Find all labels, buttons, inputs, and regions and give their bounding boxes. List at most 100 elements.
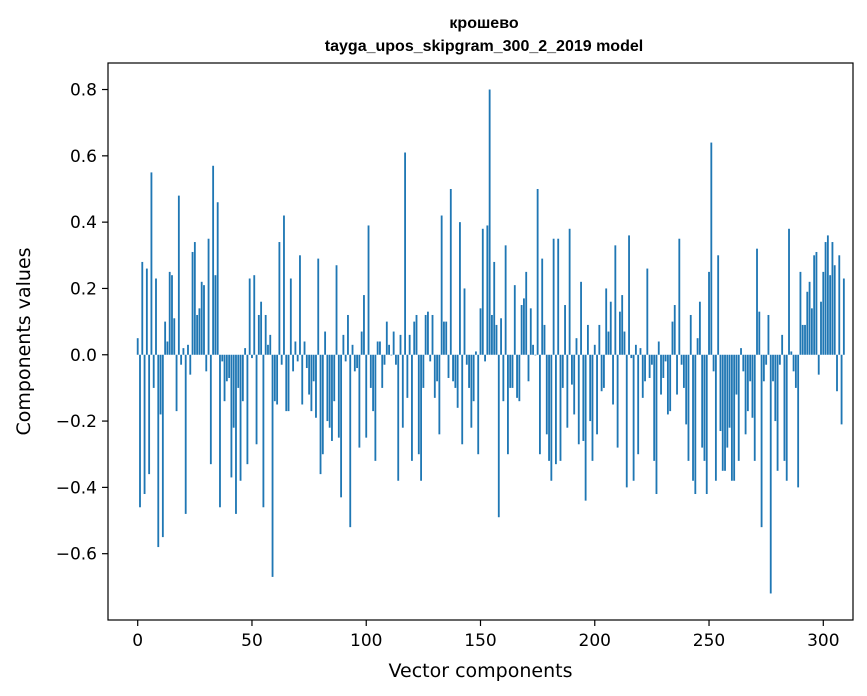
bar-38 [223,354,226,402]
bar-165 [513,285,516,355]
bar-111 [390,354,393,356]
bar-71 [299,255,301,355]
bar-55 [262,354,265,508]
bar-257 [724,354,726,471]
bar-26 [196,314,199,355]
x-tick-label: 200 [579,631,611,651]
bar-169 [523,298,525,355]
bar-118 [406,354,409,398]
bar-237 [678,238,681,355]
bar-309 [842,278,845,355]
bar-139 [454,354,457,388]
bar-17 [175,354,178,412]
bar-230 [662,354,665,378]
bar-249 [705,354,708,495]
bar-209 [614,245,617,355]
bar-153 [486,225,489,355]
bar-168 [520,305,523,355]
bar-179 [545,354,548,435]
bar-282 [781,334,784,355]
bar-125 [422,354,425,388]
y-axis-ticks: −0.6 −0.4 −0.2 0.0 0.2 0.4 0.6 0.8 [56,81,108,565]
bar-260 [730,354,733,481]
bar-193 [577,354,580,445]
bar-105 [376,341,379,355]
bar-132 [438,354,441,435]
bar-116 [401,354,404,428]
bar-99 [363,295,365,355]
bar-182 [552,238,555,355]
bar-228 [657,341,660,355]
bar-94 [351,344,354,355]
bar-104 [374,354,377,461]
bar-198 [589,354,592,422]
bar-62 [278,242,281,355]
bar-52 [255,354,258,445]
bar-45 [239,354,242,481]
bars-group [136,89,845,594]
bar-142 [461,354,464,445]
bar-5 [148,354,151,475]
bar-110 [388,344,390,355]
bar-288 [794,354,797,388]
bar-66 [287,354,290,412]
bar-205 [605,288,608,355]
bar-120 [411,354,413,461]
bar-184 [557,238,560,355]
bar-72 [301,354,304,405]
bar-215 [628,235,630,355]
bar-101 [367,225,370,355]
bar-24 [191,251,194,355]
bar-56 [264,314,267,355]
bar-154 [488,89,491,355]
x-axis-ticks: 0 50 100 150 200 250 300 [132,620,840,651]
bar-203 [600,354,603,392]
bar-295 [810,308,813,355]
bar-233 [669,354,672,412]
bar-148 [475,351,477,355]
bar-210 [616,354,619,448]
bar-20 [182,348,185,355]
bar-290 [799,271,802,355]
bar-77 [312,354,315,382]
y-tick-label: 0.6 [70,147,97,167]
bar-283 [783,354,786,461]
bar-86 [333,354,336,402]
bar-256 [721,354,724,471]
bar-306 [836,354,838,392]
bar-206 [607,331,610,355]
bar-35 [216,202,219,355]
bar-188 [566,354,569,428]
bar-80 [319,354,322,475]
bar-83 [326,354,329,422]
plot-frame [107,62,854,621]
bar-302 [826,235,829,355]
bar-190 [571,354,573,385]
bar-267 [746,354,749,412]
bar-242 [689,314,692,355]
bar-81 [321,354,324,455]
bar-107 [381,354,384,388]
bar-234 [671,321,674,355]
bar-235 [673,305,676,355]
bar-252 [712,354,715,372]
bar-240 [685,354,688,425]
bar-261 [733,354,736,481]
bar-103 [372,354,375,412]
bar-127 [427,311,429,355]
bar-186 [561,354,564,388]
bar-272 [758,311,761,355]
bar-61 [276,354,279,405]
bar-214 [625,354,628,488]
bar-69 [294,341,297,355]
bar-129 [431,314,434,355]
bar-2 [141,261,144,355]
bar-30 [205,354,208,372]
bar-135 [445,321,448,355]
bar-174 [534,354,537,356]
bar-36 [219,354,221,508]
bar-39 [225,354,228,382]
bar-163 [509,354,512,388]
bar-281 [778,354,781,365]
